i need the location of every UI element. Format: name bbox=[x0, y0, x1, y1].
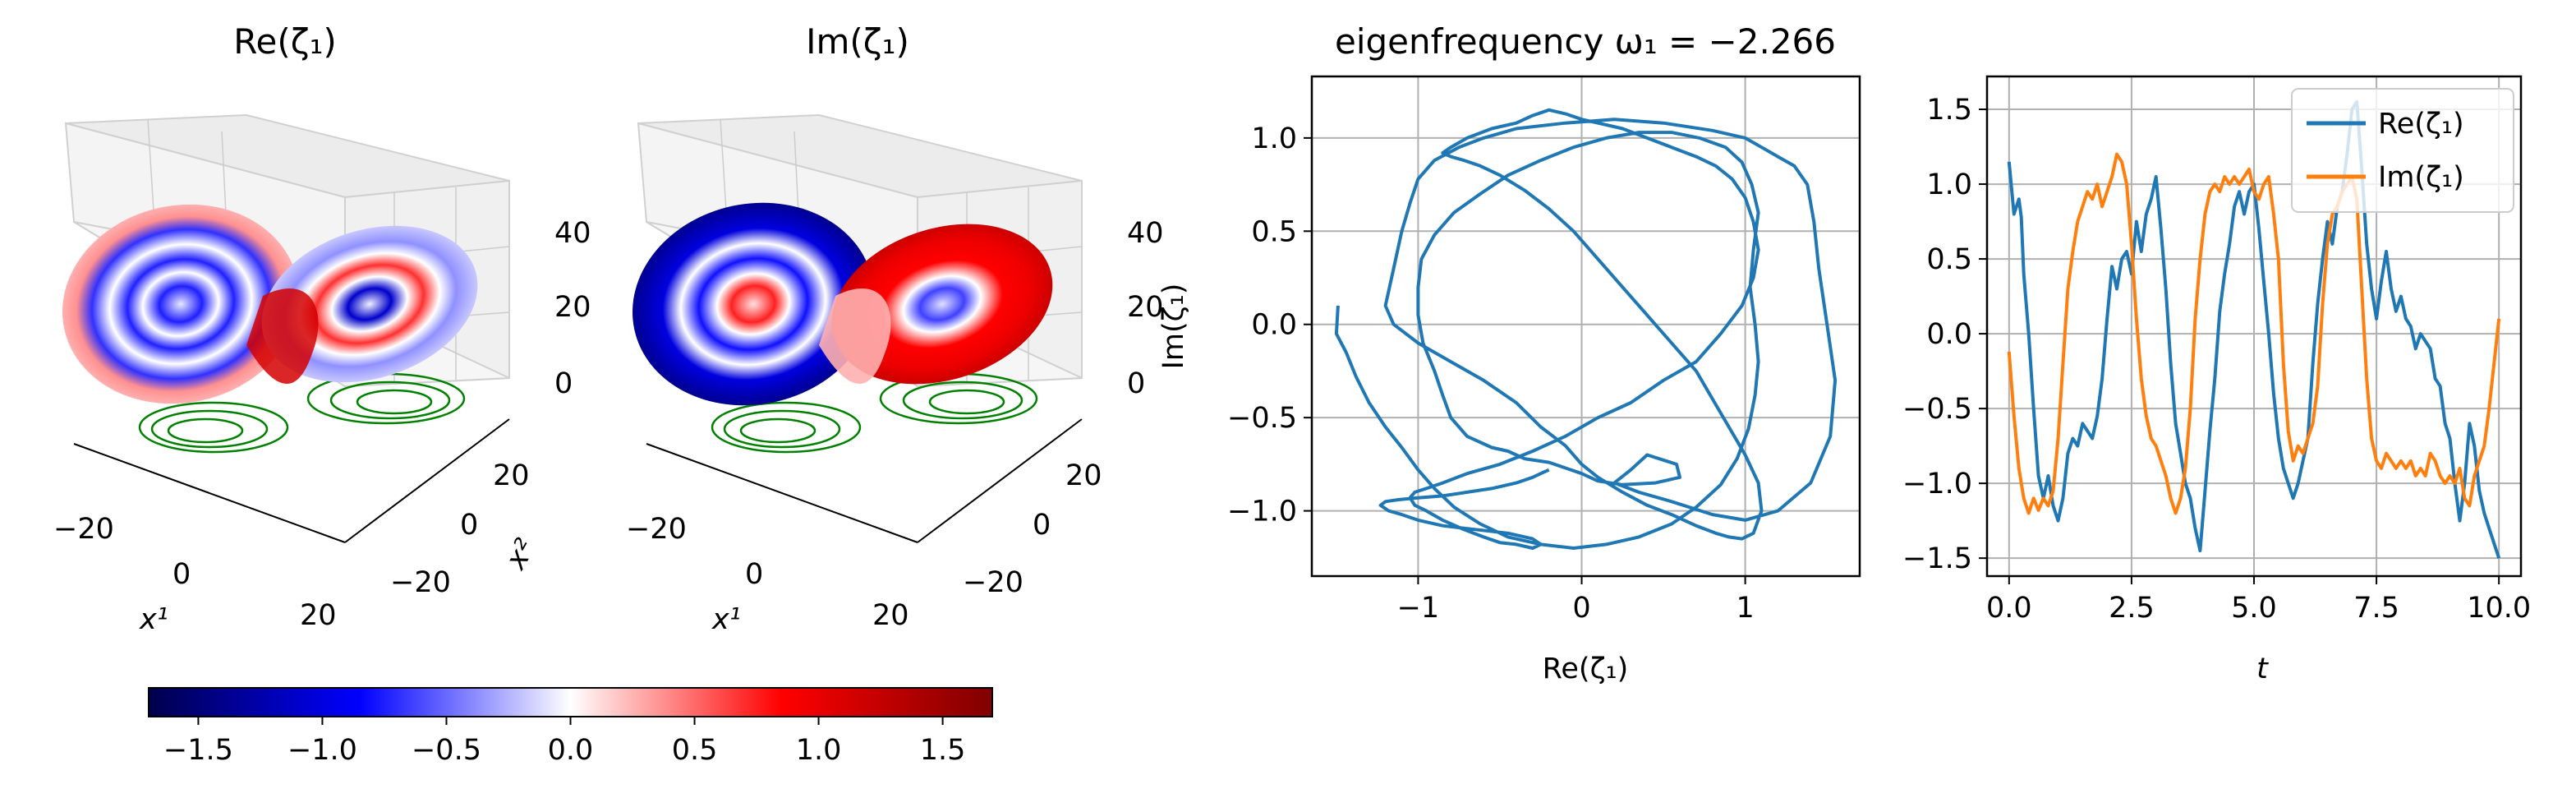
attractor-lobe-right bbox=[261, 225, 478, 383]
ts-ytick-label: 0.0 bbox=[1926, 318, 1972, 351]
xtick-label: 0 bbox=[745, 558, 763, 591]
colorbar-tick-label: 0.5 bbox=[672, 734, 718, 767]
xtick-label: −20 bbox=[626, 513, 687, 546]
panel-title-im: Im(ζ₁) bbox=[806, 21, 909, 62]
attractor-lobe-left bbox=[62, 204, 300, 404]
ytick-label: −20 bbox=[390, 566, 451, 599]
ztick-label: 20 bbox=[554, 291, 591, 324]
phase-x-title: Re(ζ₁) bbox=[1543, 653, 1629, 685]
phase-ytick-label: −0.5 bbox=[1227, 402, 1297, 435]
attractor-bridge bbox=[246, 288, 319, 385]
attractor-bridge bbox=[819, 288, 891, 385]
attractor-lobe-left bbox=[632, 202, 874, 406]
ts-ytick-label: −1.5 bbox=[1902, 542, 1972, 575]
x-axis-title: x¹ bbox=[711, 603, 741, 636]
phase-xtick-label: 0 bbox=[1572, 592, 1590, 625]
ytick-label: 20 bbox=[493, 459, 530, 492]
projection-contours bbox=[138, 372, 466, 454]
attractor-scatter bbox=[632, 202, 1053, 406]
phase-axes-frame bbox=[1310, 75, 1861, 578]
ts-grid bbox=[1987, 76, 2521, 576]
xtick-label: −20 bbox=[53, 513, 114, 546]
phase-ytick-label: 0.5 bbox=[1251, 215, 1297, 248]
panel-title-re: Re(ζ₁) bbox=[233, 21, 337, 62]
z-axis: 40 20 0 bbox=[1127, 217, 1164, 400]
ts-ytick-label: 0.5 bbox=[1926, 243, 1972, 276]
ztick-label: 40 bbox=[1127, 217, 1164, 250]
ts-lines bbox=[2007, 99, 2501, 559]
colorbar-tick-label: 1.5 bbox=[920, 734, 966, 767]
panel-3d-im: Im(ζ₁) 40 20 0 bbox=[626, 21, 1164, 636]
ztick-label: 0 bbox=[554, 367, 573, 400]
phase-ytick-label: 0.0 bbox=[1251, 309, 1297, 342]
ytick-label: 20 bbox=[1065, 459, 1102, 492]
ytick-label: 0 bbox=[1033, 509, 1051, 542]
panel-3d-re: Re(ζ₁) 40 bbox=[53, 21, 591, 636]
panel-timeseries: 0.0 2.5 5.0 7.5 10.0 −1.5 −1.0 −0.5 0.0 0.5 1.0 1.5… bbox=[1902, 75, 2531, 685]
ts-xtick-label: 0.0 bbox=[1986, 592, 2032, 625]
phase-xtick-label: −1 bbox=[1397, 592, 1440, 625]
colorbar-gradient bbox=[148, 687, 993, 717]
y-axis: −20 0 20 x² bbox=[344, 418, 543, 599]
ts-ytick-label: 1.0 bbox=[1926, 168, 1972, 201]
x-axis-title: x¹ bbox=[139, 603, 168, 636]
colorbar-tick-label: −1.0 bbox=[288, 734, 357, 767]
ts-ytick-label: −1.0 bbox=[1902, 468, 1972, 500]
ztick-label: 0 bbox=[1127, 367, 1145, 400]
legend-label-re: Re(ζ₁) bbox=[2378, 108, 2464, 141]
panel-phase: eigenfrequency ω₁ = −2.266 −1 0 1 −1.0 −0.5 0… bbox=[1157, 21, 1861, 685]
legend-box bbox=[2291, 88, 2514, 213]
y-axis: −20 0 20 bbox=[917, 418, 1102, 599]
ts-axes-frame bbox=[1985, 75, 2523, 578]
attractor-scatter bbox=[62, 204, 478, 404]
legend-label-im: Im(ζ₁) bbox=[2378, 161, 2464, 194]
panel-title-phase: eigenfrequency ω₁ = −2.266 bbox=[1335, 21, 1836, 62]
xtick-label: 20 bbox=[300, 599, 337, 632]
colorbar-tick-label: −1.5 bbox=[163, 734, 233, 767]
ztick-label: 40 bbox=[554, 217, 591, 250]
colorbar: −1.5 −1.0 −0.5 0.0 0.5 1.0 1.5 bbox=[148, 687, 993, 767]
colorbar-tick-label: −0.5 bbox=[412, 734, 481, 767]
phase-ytick-label: 1.0 bbox=[1251, 122, 1297, 155]
ts-x-title: t bbox=[2256, 653, 2269, 685]
ts-xtick-label: 7.5 bbox=[2353, 592, 2399, 625]
x-axis: −20 0 20 x¹ bbox=[626, 443, 918, 636]
xtick-label: 0 bbox=[172, 558, 191, 591]
ts-xtick-label: 10.0 bbox=[2467, 592, 2531, 625]
ts-ytick-label: 1.5 bbox=[1926, 94, 1972, 127]
colorbar-tick-label: 1.0 bbox=[796, 734, 842, 767]
y-axis-title: x² bbox=[499, 533, 543, 575]
ztick-label: 20 bbox=[1127, 291, 1164, 324]
ts-ytick-label: −0.5 bbox=[1902, 393, 1972, 426]
phase-ticks: −1 0 1 −1.0 −0.5 0.0 0.5 1.0 bbox=[1227, 122, 1755, 625]
xtick-label: 20 bbox=[872, 599, 909, 632]
ts-legend: Re(ζ₁) Im(ζ₁) bbox=[2291, 88, 2514, 213]
ts-xtick-label: 2.5 bbox=[2109, 592, 2155, 625]
x-axis: −20 0 20 x¹ bbox=[53, 443, 346, 636]
z-axis: 40 20 0 bbox=[554, 217, 591, 400]
ts-ticks: 0.0 2.5 5.0 7.5 10.0 −1.5 −1.0 −0.5 0.0 0.5 1.0 1.5 bbox=[1902, 94, 2531, 625]
ytick-label: −20 bbox=[963, 566, 1024, 599]
phase-y-title: Im(ζ₁) bbox=[1157, 284, 1190, 370]
phase-xtick-label: 1 bbox=[1736, 592, 1754, 625]
phase-grid bbox=[1312, 76, 1860, 576]
colorbar-tick-label: 0.0 bbox=[548, 734, 594, 767]
ts-series-line-im bbox=[2007, 152, 2501, 515]
ts-xtick-label: 5.0 bbox=[2231, 592, 2277, 625]
ytick-label: 0 bbox=[460, 509, 478, 542]
phase-trajectory-line bbox=[1334, 108, 1838, 550]
phase-ytick-label: −1.0 bbox=[1227, 496, 1297, 528]
colorbar-ticks: −1.5 −1.0 −0.5 0.0 0.5 1.0 1.5 bbox=[163, 717, 966, 767]
